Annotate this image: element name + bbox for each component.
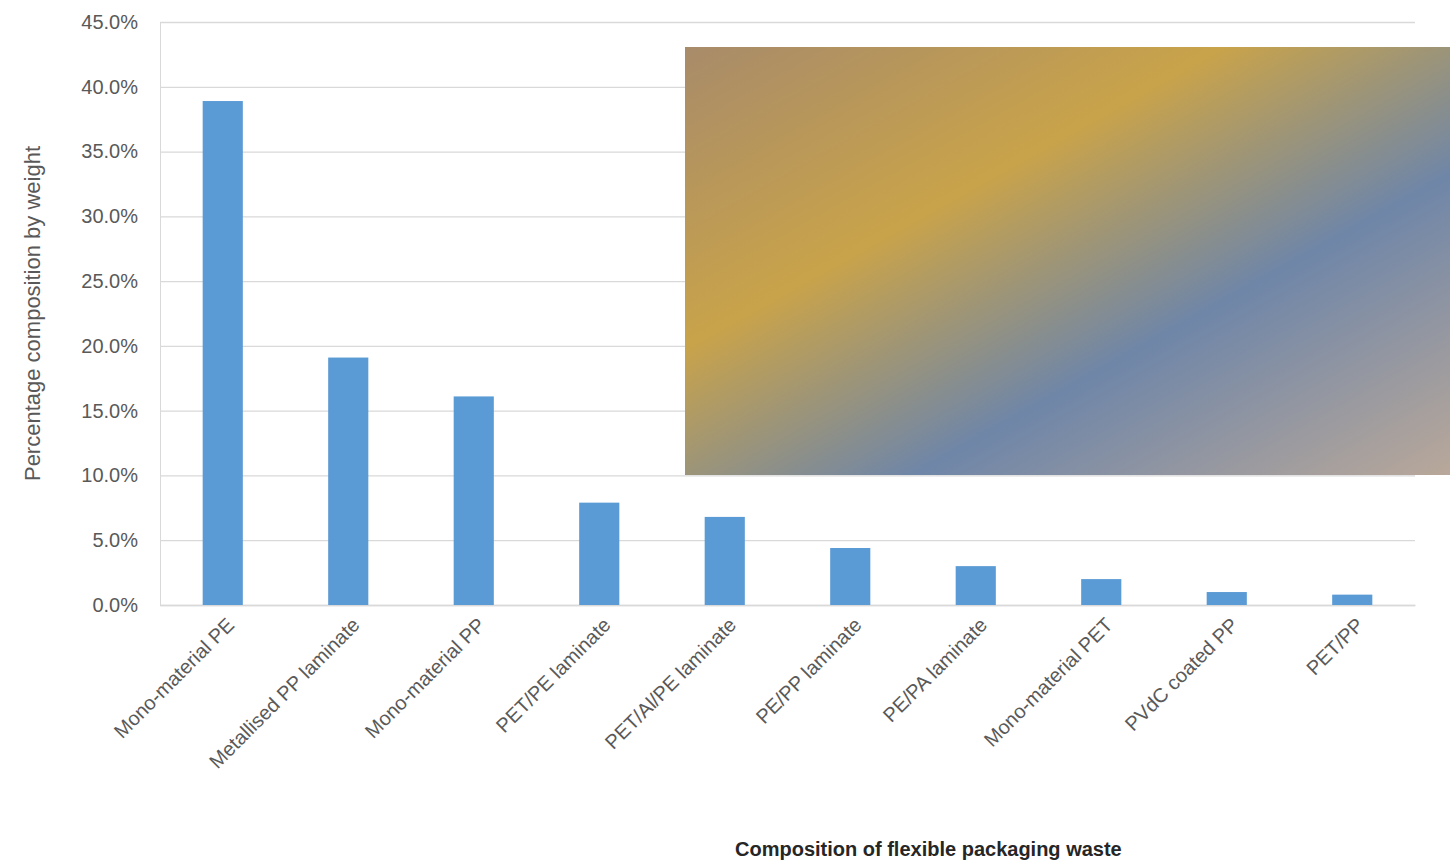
y-tick-label: 0.0% [92,594,138,616]
x-tick-label: Mono-material PP [361,613,490,742]
bar [579,503,619,605]
y-tick-label: 5.0% [92,529,138,551]
bar [956,566,996,605]
x-tick-label: Metallised PP laminate [205,613,364,772]
x-tick-label: PE/PP laminate [751,613,865,727]
x-tick-label: PE/PA laminate [879,613,992,726]
x-tick-label: PET/PE laminate [492,613,615,736]
y-tick-label: 10.0% [81,464,138,486]
x-tick: Mono-material PE [110,605,239,742]
x-tick: Mono-material PET [979,605,1116,751]
y-tick-label: 45.0% [81,11,138,33]
y-tick-label: 15.0% [81,400,138,422]
x-tick-label: PET/Al/PE laminate [601,613,741,753]
bar [328,358,368,605]
bar [705,517,745,605]
y-tick: 45.0% [81,11,1415,33]
y-tick-label: 35.0% [81,140,138,162]
x-tick: PET/Al/PE laminate [601,605,741,753]
x-tick: Mono-material PP [361,605,490,742]
bar [454,396,494,605]
x-tick: PVdC coated PP [1121,605,1243,735]
x-tick-label: PET/PP [1302,613,1368,679]
x-tick: Metallised PP laminate [205,605,364,773]
x-tick-label: Mono-material PE [110,613,239,742]
bar [1332,595,1372,605]
y-tick-label: 30.0% [81,205,138,227]
y-tick-label: 40.0% [81,76,138,98]
y-axis-title: Percentage composition by weight [20,146,45,481]
x-tick: PET/PP [1302,605,1368,679]
x-tick: PE/PP laminate [751,605,865,728]
grid-line [160,22,1415,23]
chart: 0.0% 5.0% 10.0% 15.0% 20.0% 25.0% 30.0% 35.0% 40… [0,0,1455,868]
x-axis-line [161,605,1416,606]
x-tick: PE/PA laminate [879,605,992,726]
y-tick: 5.0% [92,529,1415,551]
y-tick-label: 20.0% [81,335,138,357]
y-tick-label: 25.0% [81,270,138,292]
bar [203,101,243,605]
grid-line [160,605,1415,606]
photo [685,47,1450,475]
bar [1081,579,1121,605]
x-tick-label: Mono-material PET [979,613,1116,750]
chart-title: Composition of flexible packaging waste [735,838,1122,860]
bar [830,548,870,605]
x-axis: Mono-material PEMetallised PP laminateMo… [110,605,1416,773]
x-tick-label: PVdC coated PP [1121,613,1243,735]
x-tick: PET/PE laminate [492,605,615,737]
bar [1207,592,1247,605]
